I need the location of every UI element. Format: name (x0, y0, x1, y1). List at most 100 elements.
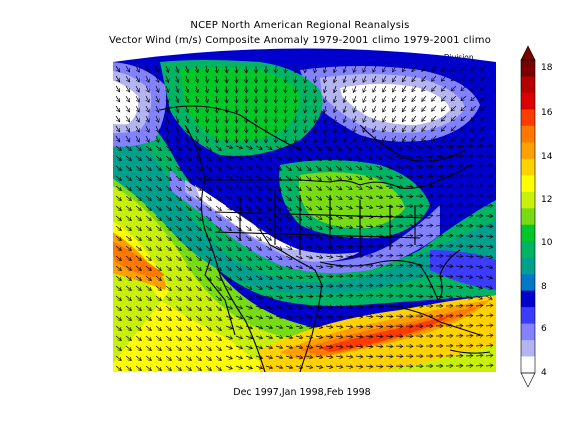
wind-vector-arrow (206, 75, 208, 83)
wind-vector-arrow (375, 366, 383, 367)
wind-vector-arrow (385, 275, 393, 276)
wind-vector-arrow (195, 305, 201, 311)
wind-vector-arrow (255, 185, 262, 190)
wind-vector-arrow (353, 125, 356, 133)
wind-vector-arrow (175, 275, 181, 281)
wind-vector-arrow (245, 275, 252, 280)
wind-vector-arrow (235, 336, 243, 339)
wind-vector-arrow (205, 345, 211, 351)
wind-vector-arrow (245, 146, 252, 149)
wind-vector-arrow (335, 256, 343, 257)
wind-vector-arrow (385, 346, 393, 347)
wind-vector-arrow (395, 346, 403, 347)
wind-vector-arrow (375, 165, 382, 169)
wind-vector-arrow (265, 326, 273, 328)
wind-vector-arrow (485, 355, 493, 356)
wind-vector-arrow (125, 345, 131, 351)
wind-vector-arrow (435, 296, 443, 297)
wind-vector-arrow (335, 266, 343, 267)
wind-vector-arrow (215, 335, 221, 341)
wind-vector-arrow (485, 286, 492, 289)
wind-vector-arrow (155, 215, 161, 221)
wind-vector-arrow (135, 75, 139, 82)
wind-vector-arrow (175, 345, 181, 351)
wind-vector-arrow (412, 65, 417, 72)
wind-vector-arrow (295, 296, 303, 297)
wind-vector-arrow (305, 356, 313, 358)
wind-vector-arrow (324, 95, 326, 103)
wind-vector-arrow (325, 226, 332, 229)
wind-vector-arrow (146, 135, 149, 142)
wind-vector-arrow (481, 95, 487, 100)
wind-vector-arrow (295, 235, 302, 240)
wind-vector-arrow (115, 315, 121, 321)
wind-vector-arrow (175, 315, 181, 321)
wind-vector-arrow (355, 185, 362, 189)
wind-vector-arrow (295, 135, 296, 143)
wind-vector-arrow (265, 225, 271, 231)
wind-vector-arrow (305, 215, 312, 220)
wind-vector-arrow (145, 145, 151, 151)
wind-vector-arrow (245, 185, 252, 190)
wind-vector-arrow (461, 75, 467, 81)
wind-vector-arrow (255, 195, 261, 201)
wind-vector-arrow (145, 285, 151, 291)
wind-vector-arrow (155, 355, 161, 361)
colorbar-tick-label: 10 (541, 238, 553, 248)
wind-vector-arrow (215, 215, 221, 221)
wind-vector-arrow (485, 325, 493, 326)
wind-vector-arrow (475, 335, 483, 336)
wind-vector-arrow (205, 165, 211, 171)
wind-vector-arrow (226, 65, 227, 73)
wind-vector-arrow (175, 285, 181, 291)
wind-vector-arrow (235, 285, 242, 290)
wind-vector-arrow (265, 145, 272, 150)
wind-vector-arrow (385, 286, 393, 287)
wind-vector-arrow (135, 65, 139, 72)
colorbar-swatch (521, 224, 535, 242)
wind-vector-arrow (385, 166, 392, 169)
wind-vector-arrow (365, 336, 373, 337)
wind-vector-arrow (385, 326, 393, 327)
wind-vector-arrow (255, 306, 263, 308)
wind-vector-arrow (335, 205, 342, 209)
wind-vector-arrow (265, 296, 273, 298)
wind-vector-arrow (195, 265, 201, 271)
wind-vector-arrow (125, 165, 131, 171)
wind-vector-arrow (135, 95, 139, 102)
wind-vector-arrow (395, 176, 403, 178)
wind-vector-arrow (475, 266, 483, 268)
wind-vector-arrow (325, 165, 331, 171)
wind-vector-arrow (475, 246, 483, 247)
wind-vector-arrow (415, 156, 423, 158)
wind-vector-arrow (344, 75, 346, 83)
wind-vector-arrow (295, 316, 303, 318)
wind-vector-arrow (295, 215, 302, 220)
wind-vector-arrow (175, 215, 181, 221)
wind-vector-arrow (353, 85, 356, 93)
wind-vector-arrow (485, 276, 493, 279)
wind-vector-arrow (325, 256, 333, 257)
wind-vector-arrow (235, 245, 241, 251)
wind-vector-arrow (365, 196, 373, 198)
period-label: Dec 1997,Jan 1998,Feb 1998 (233, 387, 371, 398)
wind-vector-arrow (175, 165, 181, 171)
wind-vector-arrow (215, 255, 221, 261)
wind-vector-arrow (115, 275, 121, 281)
wind-vector-arrow (275, 286, 283, 288)
wind-vector-arrow (465, 266, 473, 267)
wind-vector-arrow (345, 356, 353, 357)
wind-vector-arrow (305, 316, 313, 318)
wind-vector-arrow (245, 165, 252, 170)
wind-vector-arrow (451, 115, 457, 121)
wind-vector-arrow (125, 225, 131, 231)
wind-vector-arrow (175, 225, 181, 231)
wind-vector-arrow (216, 65, 217, 73)
wind-vector-arrow (432, 75, 437, 81)
wind-vector-arrow (415, 235, 423, 236)
wind-vector-arrow (305, 306, 313, 308)
wind-vector-arrow (145, 305, 151, 311)
wind-vector-arrow (325, 175, 332, 180)
wind-vector-arrow (305, 135, 306, 143)
wind-vector-arrow (285, 85, 286, 93)
